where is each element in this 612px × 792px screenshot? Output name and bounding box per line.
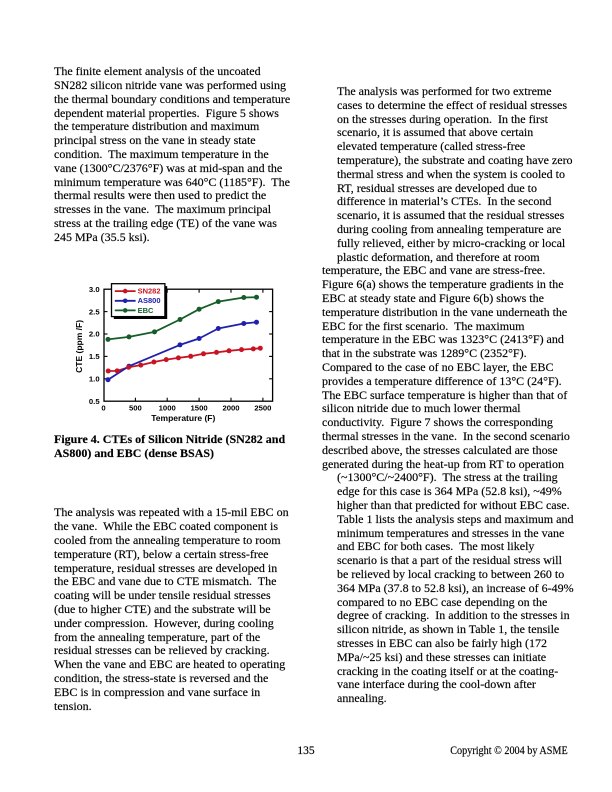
svg-text:1.0: 1.0 xyxy=(89,375,100,384)
svg-text:1000: 1000 xyxy=(159,403,176,412)
svg-text:500: 500 xyxy=(129,403,142,412)
svg-text:2.5: 2.5 xyxy=(89,307,100,316)
svg-text:AS800: AS800 xyxy=(138,296,161,305)
svg-text:1500: 1500 xyxy=(191,403,208,412)
svg-text:CTE (ppm /F): CTE (ppm /F) xyxy=(74,320,84,373)
svg-text:EBC: EBC xyxy=(138,306,154,315)
svg-text:1.5: 1.5 xyxy=(89,352,100,361)
svg-text:3.0: 3.0 xyxy=(89,285,100,294)
svg-text:SN282: SN282 xyxy=(138,287,161,296)
svg-text:2.0: 2.0 xyxy=(89,330,100,339)
svg-text:Temperature (F): Temperature (F) xyxy=(151,413,215,423)
svg-text:0: 0 xyxy=(101,403,105,412)
svg-text:0.5: 0.5 xyxy=(89,397,100,406)
svg-text:2500: 2500 xyxy=(254,403,271,412)
svg-text:2000: 2000 xyxy=(222,403,239,412)
